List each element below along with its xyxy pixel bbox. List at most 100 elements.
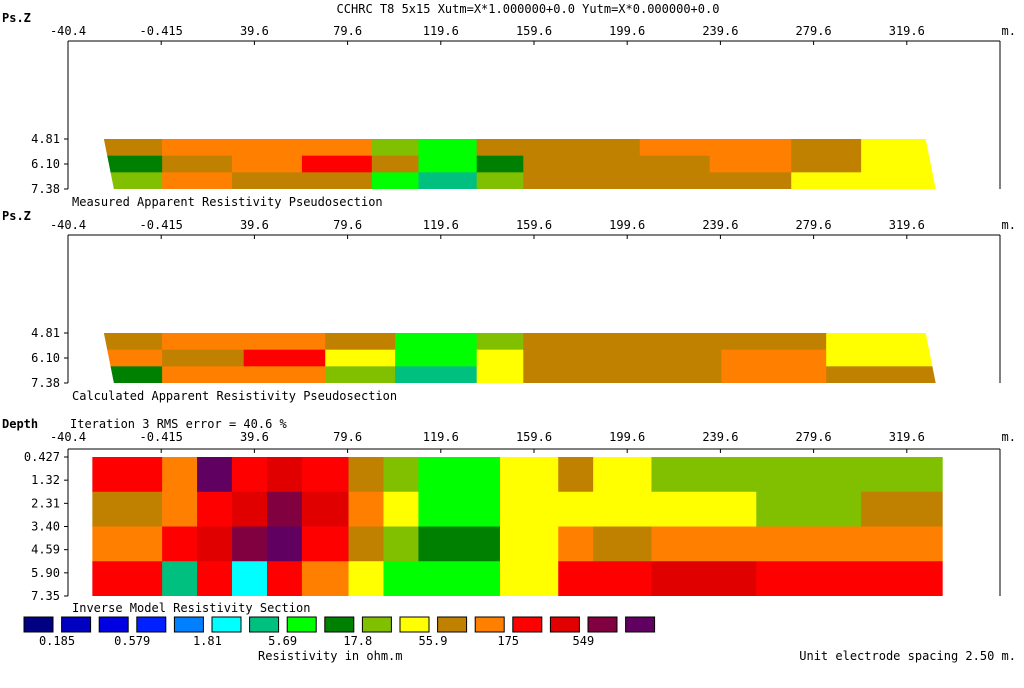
- heatmap-cell: [232, 139, 303, 157]
- heatmap-cell: [266, 561, 303, 596]
- legend-value-label: 0.185: [39, 634, 75, 648]
- heatmap-cell: [162, 561, 198, 596]
- y-tick-label: 7.38: [31, 182, 60, 196]
- heatmap-cell: [243, 333, 326, 351]
- heatmap-cell: [243, 349, 326, 367]
- y-tick-label: 4.59: [31, 543, 60, 557]
- heatmap-cell: [162, 139, 233, 157]
- x-tick-label: 239.6: [702, 218, 738, 232]
- heatmap-cell: [266, 491, 303, 527]
- x-tick-label: 119.6: [423, 430, 459, 444]
- x-tick-label: 319.6: [889, 24, 925, 38]
- heatmap-cell: [162, 333, 245, 351]
- heatmap-cell: [232, 457, 268, 493]
- heatmap-cell: [418, 457, 501, 493]
- heatmap-cell: [383, 457, 419, 493]
- heatmap-cell: [371, 155, 419, 173]
- panel-title: Calculated Apparent Resistivity Pseudose…: [72, 389, 397, 403]
- heatmap-cell: [418, 172, 478, 189]
- x-tick-label: 39.6: [240, 218, 269, 232]
- heatmap-cell: [232, 526, 268, 562]
- legend-swatch: [474, 616, 505, 633]
- heatmap-cell: [861, 172, 936, 189]
- heatmap-cell: [651, 526, 757, 562]
- heatmap-cell: [499, 491, 559, 527]
- y-tick-label: 2.31: [31, 496, 60, 510]
- heatmap-cell: [523, 349, 722, 367]
- y-tick-label: 7.35: [31, 589, 60, 603]
- legend-swatch: [286, 616, 317, 633]
- heatmap-cell: [418, 155, 478, 173]
- legend-swatch: [512, 616, 543, 633]
- heatmap-cell: [476, 349, 524, 367]
- heatmap-cell: [476, 366, 524, 383]
- heatmap-cell: [861, 491, 943, 527]
- x-tick-label: 39.6: [240, 24, 269, 38]
- heatmap-cell: [476, 172, 524, 189]
- x-tick-label: 159.6: [516, 430, 552, 444]
- heatmap-cell: [558, 526, 594, 562]
- legend-swatch: [249, 616, 280, 633]
- heatmap-cell: [266, 526, 303, 562]
- heatmap-cell: [162, 155, 233, 173]
- x-tick-label: 199.6: [609, 218, 645, 232]
- heatmap-cell: [383, 526, 419, 562]
- heatmap-cell: [103, 333, 163, 351]
- heatmap-cell: [756, 491, 862, 527]
- heatmap-cell: [523, 333, 722, 351]
- heatmap-cell: [861, 155, 936, 173]
- heatmap-cell: [232, 172, 303, 189]
- x-tick-label: -40.4: [50, 218, 86, 232]
- x-unit-label: m.: [1002, 430, 1016, 444]
- x-tick-label: 159.6: [516, 24, 552, 38]
- heatmap-cell: [395, 333, 478, 351]
- heatmap-cell: [232, 491, 268, 527]
- heatmap-cell: [756, 457, 862, 493]
- x-unit-label: m.: [1002, 24, 1016, 38]
- heatmap-cell: [103, 172, 163, 189]
- x-tick-label: 319.6: [889, 430, 925, 444]
- y-tick-label: 0.427: [24, 450, 60, 464]
- heatmap-cell: [418, 491, 501, 527]
- legend-caption: Resistivity in ohm.m: [258, 649, 403, 663]
- legend-swatch: [549, 616, 580, 633]
- x-tick-label: 279.6: [796, 430, 832, 444]
- electrode-spacing-note: Unit electrode spacing 2.50 m.: [799, 649, 1016, 663]
- heatmap-cell: [197, 491, 233, 527]
- heatmap-cell: [92, 491, 163, 527]
- y-tick-label: 5.90: [31, 566, 60, 580]
- legend-swatch: [211, 616, 242, 633]
- heatmap-cell: [301, 155, 373, 173]
- heatmap-cell: [523, 155, 641, 173]
- heatmap-cells: [103, 139, 936, 189]
- heatmap-cell: [499, 561, 559, 596]
- heatmap-cell: [709, 139, 792, 157]
- heatmap-cell: [325, 366, 396, 383]
- heatmap-cell: [162, 457, 198, 493]
- heatmap-cell: [709, 172, 792, 189]
- heatmap-cell: [162, 526, 198, 562]
- y-tick-label: 6.10: [31, 351, 60, 365]
- heatmap-cell: [558, 457, 594, 493]
- heatmap-cell: [721, 333, 827, 351]
- heatmap-cell: [558, 491, 594, 527]
- heatmap-cell: [162, 172, 233, 189]
- x-tick-label: 239.6: [702, 24, 738, 38]
- legend-value-label: 17.8: [343, 634, 372, 648]
- heatmap-cell: [162, 491, 198, 527]
- heatmap-cells: [92, 457, 943, 596]
- heatmap-cell: [301, 457, 350, 493]
- panel-subtitle: Iteration 3 RMS error = 40.6 %: [70, 417, 288, 431]
- x-tick-label: 79.6: [333, 430, 362, 444]
- heatmap-cell: [499, 457, 559, 493]
- legend-swatch: [98, 616, 129, 633]
- legend-swatch: [61, 616, 92, 633]
- y-tick-label: 3.40: [31, 520, 60, 534]
- heatmap-cell: [348, 457, 384, 493]
- legend-swatch: [437, 616, 468, 633]
- heatmap-cell: [523, 366, 722, 383]
- heatmap-cell: [651, 561, 757, 596]
- heatmap-cell: [103, 366, 163, 383]
- x-tick-label: 199.6: [609, 430, 645, 444]
- heatmap-cell: [348, 491, 384, 527]
